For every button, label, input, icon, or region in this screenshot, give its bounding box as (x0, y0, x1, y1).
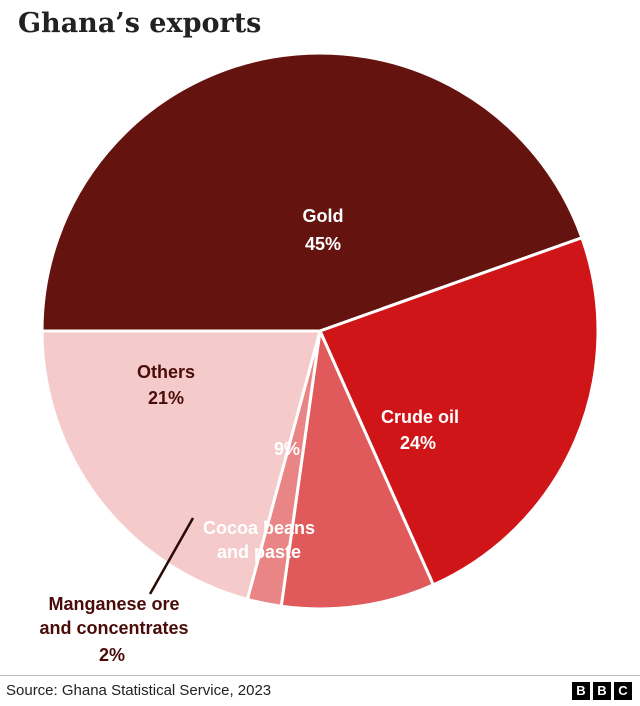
source-note: Source: Ghana Statistical Service, 2023 (6, 682, 272, 699)
pie-chart: Gold 45% Crude oil 24% Cocoa beans and paste 9… (39, 51, 600, 665)
slice-name-label: Others (137, 362, 195, 382)
pie-slice (279, 329, 435, 611)
slice-name-label: Manganese ore and concentrates (39, 594, 188, 638)
slice-value-label: 21% (148, 388, 184, 408)
slice-name-label: Gold (303, 206, 344, 226)
chart-title: Ghana’s exports (18, 8, 262, 39)
pie-slice (40, 51, 584, 333)
slice-name-label: Crude oil (381, 407, 459, 427)
bbc-logo-letter: B (572, 682, 590, 700)
pie-slice (318, 236, 600, 587)
bbc-logo-letter: C (614, 682, 632, 700)
slice-value-label: 9% (274, 439, 300, 459)
slice-value-label: 45% (305, 234, 341, 254)
slice-name-label: Cocoa beans and paste (203, 518, 315, 562)
bbc-logo-letter: B (593, 682, 611, 700)
slice-value-label: 2% (99, 645, 125, 665)
bbc-logo: B B C (572, 682, 632, 700)
footer-divider (0, 675, 640, 676)
slice-value-label: 24% (400, 433, 436, 453)
pie-slice (40, 329, 322, 601)
leader-line (148, 517, 195, 595)
